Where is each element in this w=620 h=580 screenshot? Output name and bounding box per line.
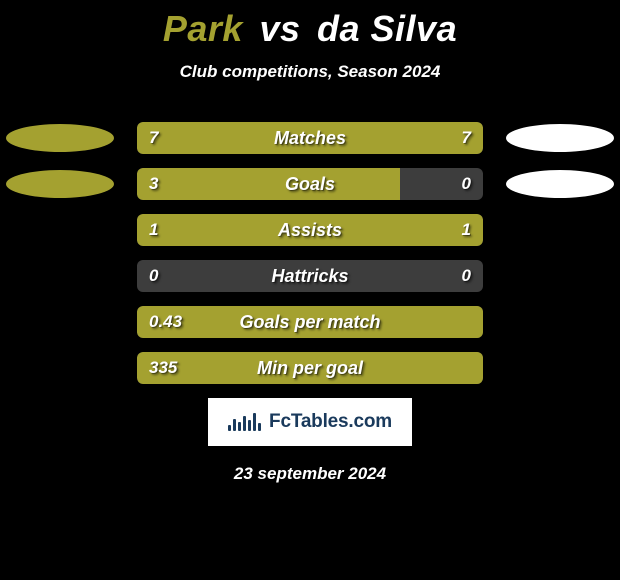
player2-ellipse-icon bbox=[506, 124, 614, 152]
comparison-title: Park vs da Silva bbox=[0, 0, 620, 50]
player1-name: Park bbox=[163, 8, 243, 49]
subtitle: Club competitions, Season 2024 bbox=[0, 62, 620, 82]
stat-row: Matches77 bbox=[0, 122, 620, 154]
player2-ellipse-icon bbox=[506, 170, 614, 198]
stat-row: Goals per match0.43 bbox=[0, 306, 620, 338]
bar-track bbox=[137, 260, 483, 292]
stat-row: Goals30 bbox=[0, 168, 620, 200]
bar-track bbox=[137, 306, 483, 338]
stats-chart: Matches77 Goals30 Assists11 Hattricks00 Goal… bbox=[0, 122, 620, 384]
bar-track bbox=[137, 168, 483, 200]
vs-text: vs bbox=[259, 8, 300, 49]
stat-row: Assists11 bbox=[0, 214, 620, 246]
logo-bars-icon bbox=[228, 413, 261, 431]
bar-fill-left bbox=[137, 122, 310, 154]
player1-ellipse-icon bbox=[6, 170, 114, 198]
stat-row: Min per goal335 bbox=[0, 352, 620, 384]
bar-track bbox=[137, 122, 483, 154]
logo-text: FcTables.com bbox=[269, 411, 392, 433]
bar-fill-left bbox=[137, 352, 483, 384]
fctables-logo: FcTables.com bbox=[208, 398, 412, 446]
bar-fill-left bbox=[137, 214, 310, 246]
footer-date: 23 september 2024 bbox=[0, 464, 620, 484]
player1-ellipse-icon bbox=[6, 124, 114, 152]
player2-name: da Silva bbox=[317, 8, 457, 49]
bar-track bbox=[137, 214, 483, 246]
stat-row: Hattricks00 bbox=[0, 260, 620, 292]
bar-track bbox=[137, 352, 483, 384]
bar-fill-right bbox=[310, 122, 483, 154]
bar-fill-left bbox=[137, 168, 400, 200]
bar-fill-right bbox=[310, 214, 483, 246]
bar-fill-left bbox=[137, 306, 483, 338]
